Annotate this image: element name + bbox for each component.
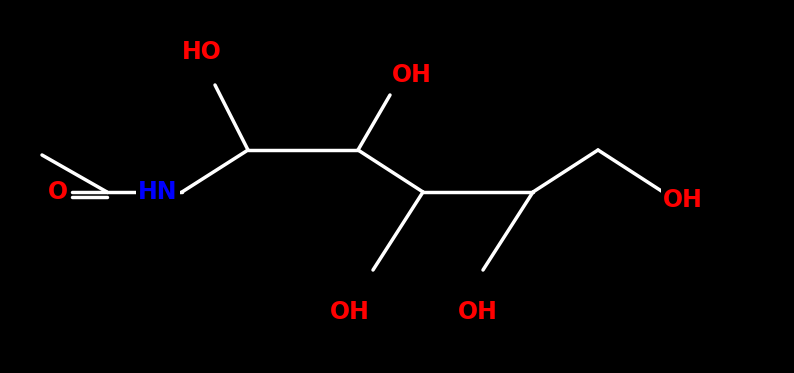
Text: OH: OH <box>458 300 498 324</box>
Text: HO: HO <box>182 40 222 64</box>
Text: HN: HN <box>138 180 178 204</box>
Text: OH: OH <box>392 63 432 87</box>
Text: O: O <box>48 180 68 204</box>
Text: OH: OH <box>663 188 703 212</box>
Text: OH: OH <box>330 300 370 324</box>
